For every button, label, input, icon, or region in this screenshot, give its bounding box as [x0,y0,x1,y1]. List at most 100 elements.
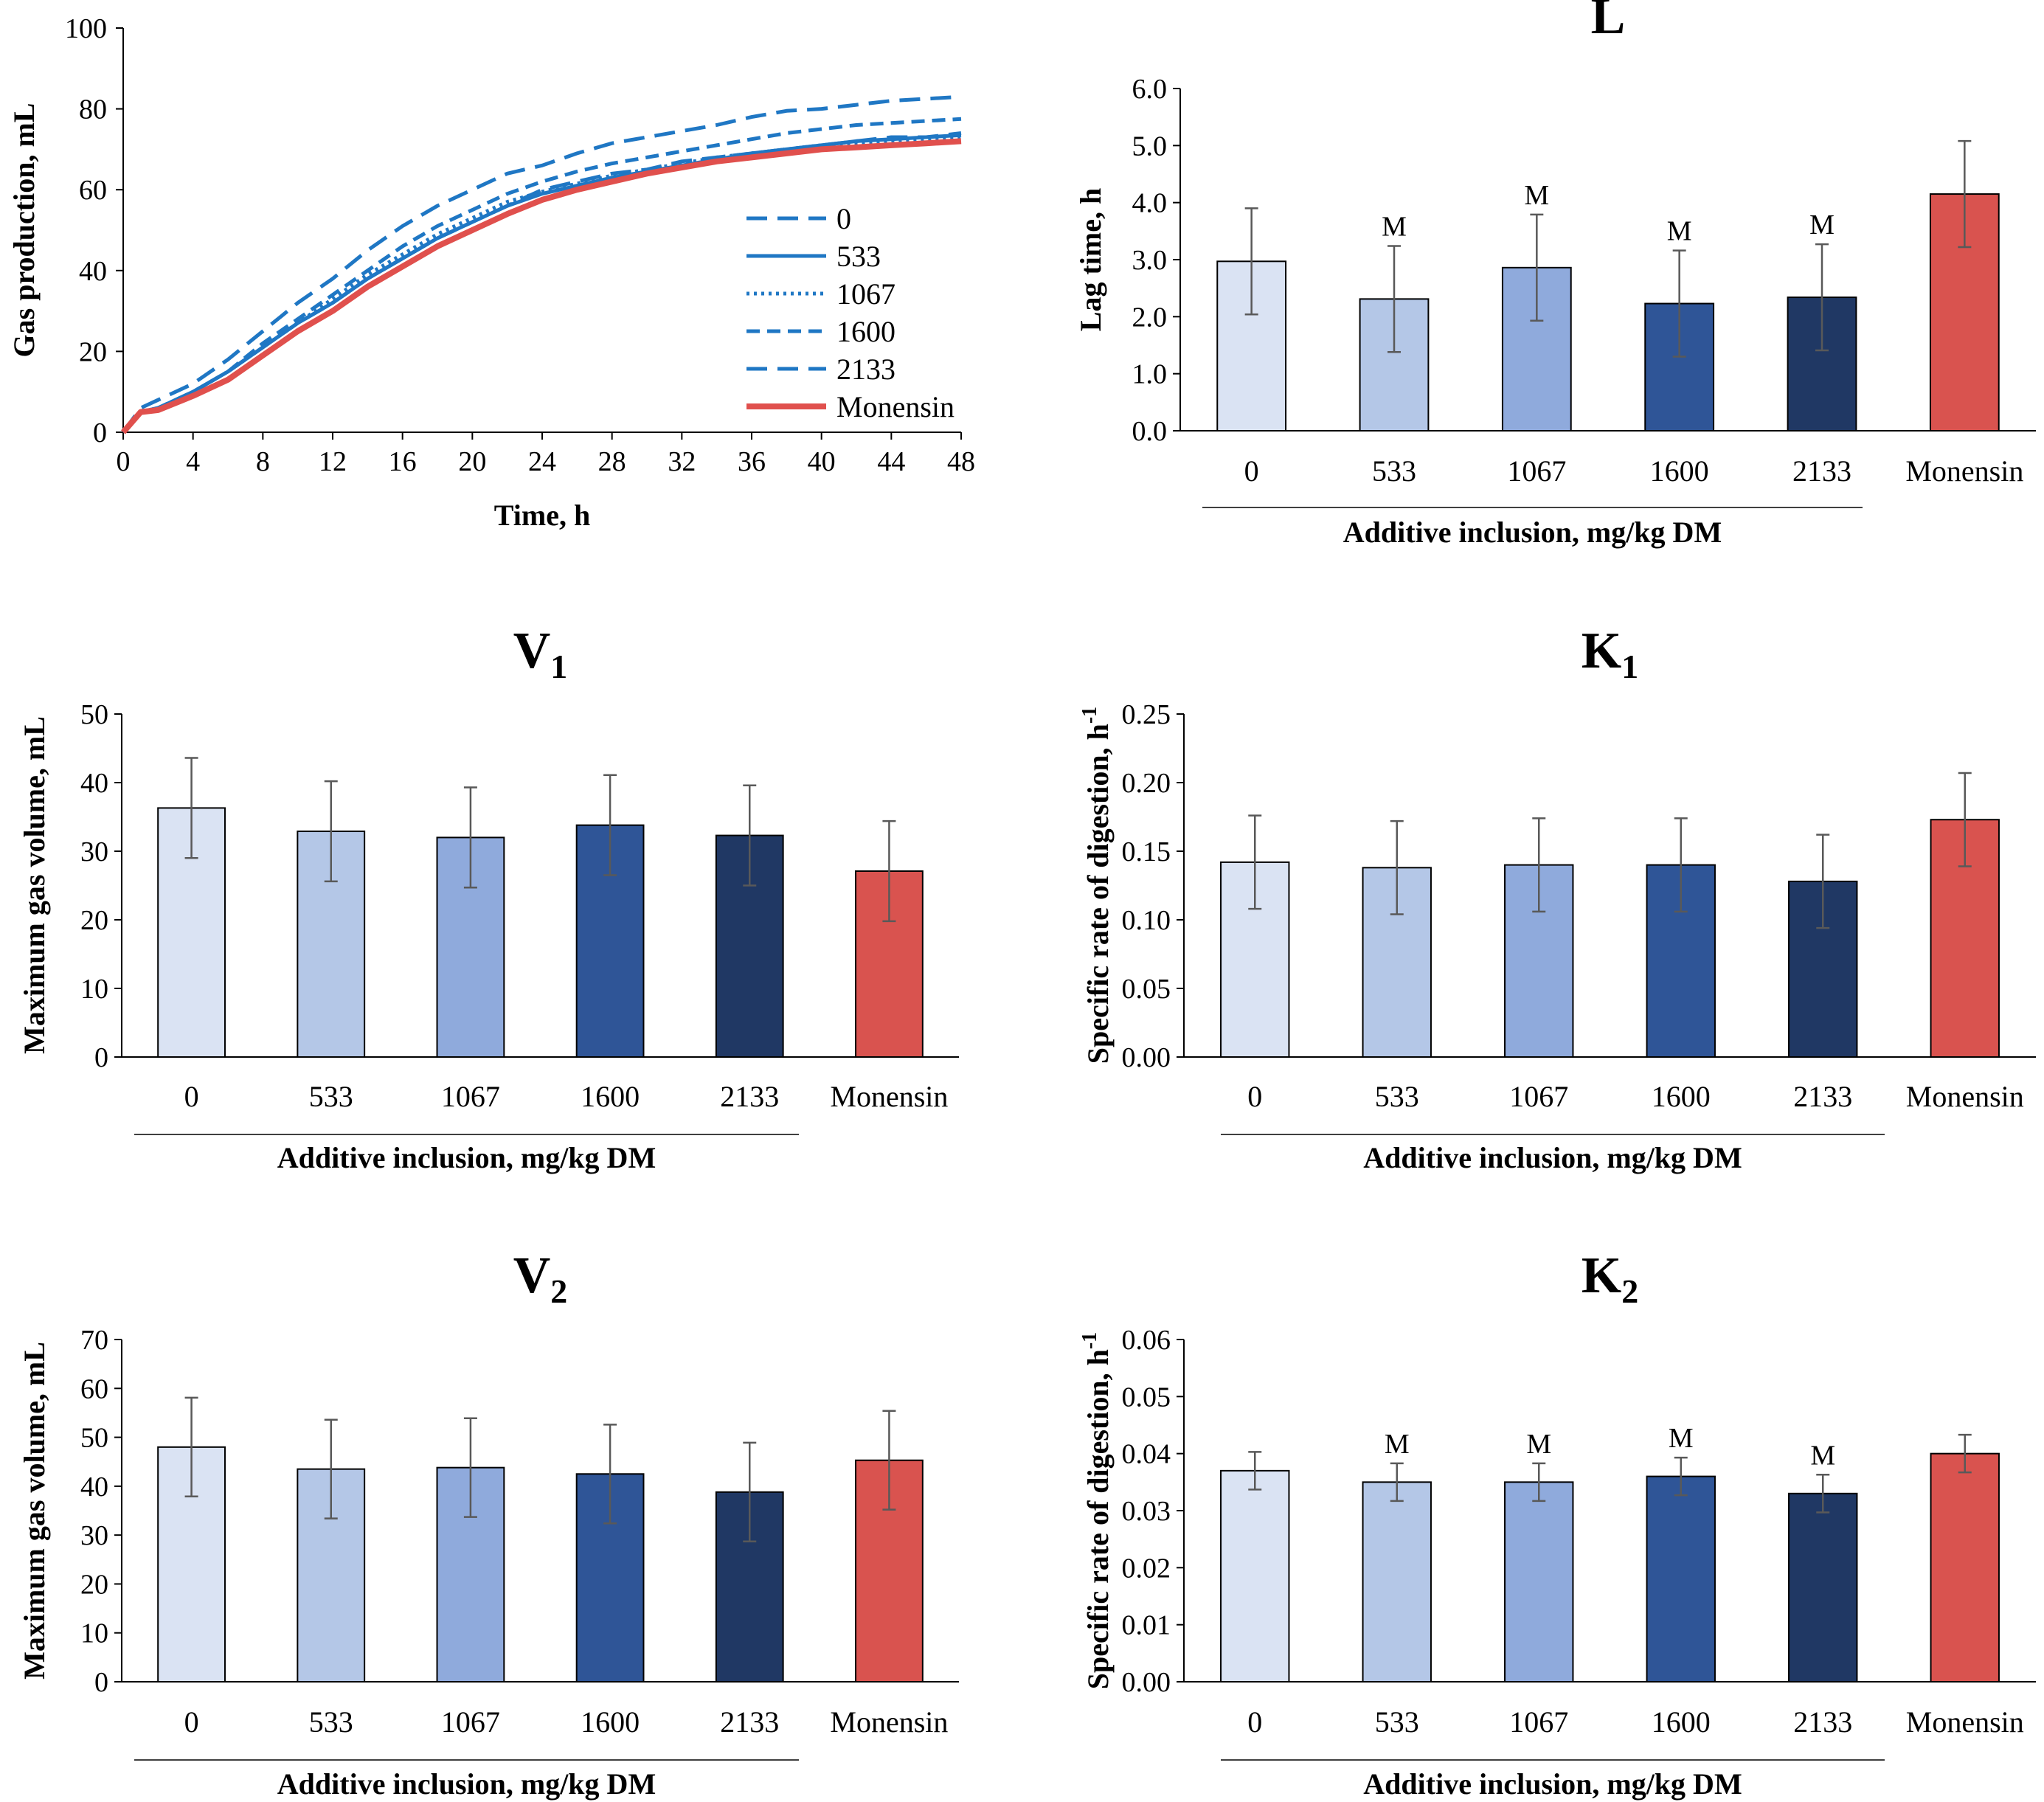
y-axis-title: Lag time, h [1074,188,1107,331]
panel-title: K2 [1581,1247,1638,1310]
bar-2133 [1788,1492,1858,1683]
significance-label: M [1669,1423,1694,1454]
y-tick-label: 5.0 [1132,131,1168,162]
y-tick-label: 80 [79,94,107,125]
x-tick-label: 44 [877,446,905,477]
x-tick-label: 28 [598,446,626,477]
y-axis-title-main: Specific rate of digestion, h [1081,724,1115,1064]
y-axis-title-superscript: -1 [1078,1332,1101,1349]
x-axis-title: Additive inclusion, mg/kg DM [277,1141,656,1174]
x-tick-label: 24 [528,446,556,477]
significance-label: M [1385,1429,1410,1460]
y-axis-title: Maximum gas volume, mL [18,716,51,1054]
y-tick-label: 50 [80,1423,108,1454]
y-tick-label: 0.15 [1122,836,1171,867]
series-line-2133 [121,94,962,434]
series-line-0 [122,131,962,434]
x-category-label: Monensin [830,1705,948,1739]
significance-label: M [1382,211,1407,242]
y-tick-label: 100 [65,13,107,44]
y-axis-title-main: Lag time, h [1074,188,1107,331]
x-axis-title: Additive inclusion, mg/kg DM [1343,516,1722,549]
panel-title: V1 [513,623,568,685]
x-tick-label: 40 [808,446,836,477]
x-category-label: Monensin [830,1080,948,1113]
panel-title-main: V [513,1247,551,1304]
y-tick-label: 2.0 [1132,302,1168,333]
panel-title: L [1591,0,1626,45]
y-tick-label: 30 [80,836,108,867]
y-tick-label: 20 [80,1569,108,1600]
y-tick-label: 0.00 [1122,1042,1171,1073]
y-tick-label: 0.06 [1122,1325,1171,1356]
x-axis-title: Additive inclusion, mg/kg DM [277,1767,656,1801]
series-line-1067 [122,135,962,434]
y-tick-label: 20 [80,905,108,936]
bar-chart-L: L 0.0 1.0 2.0 3.0 4.0 5.0 6.0 0 M 533 M 1067 M 1600 M 21… [1074,0,2036,549]
bar-chart-K2: K2 0.00 0.01 0.02 0.03 0.04 0.05 0.06 0 M 533 M 1067… [1078,1247,2036,1801]
x-category-label: 533 [309,1705,353,1739]
x-tick-label: 16 [389,446,417,477]
x-category-label: 533 [1372,454,1416,488]
x-category-label: Monensin [1905,454,2023,488]
x-category-label: 2133 [1793,1080,1852,1113]
series-line-533 [122,133,962,434]
legend-label: 533 [836,240,881,273]
x-tick-label: 32 [668,446,696,477]
y-tick-label: 0.00 [1122,1667,1171,1698]
bar-0 [1220,1469,1290,1683]
significance-label: M [1810,1440,1835,1471]
x-category-label: 0 [184,1080,199,1113]
y-tick-label: 30 [80,1520,108,1551]
legend-label: 0 [836,202,851,235]
x-category-label: 2133 [720,1705,779,1739]
x-category-label: 1600 [1650,454,1709,488]
y-tick-label: 10 [80,974,108,1005]
y-tick-label: 60 [80,1373,108,1404]
y-tick-label: 0.10 [1122,905,1171,936]
y-tick-label: 40 [79,256,107,287]
x-axis-title: Additive inclusion, mg/kg DM [1363,1141,1742,1174]
y-axis-title: Specific rate of digestion, h-1 [1078,1332,1115,1689]
panel-title-main: V [513,623,551,679]
panel-title-subscript: 2 [550,1272,567,1310]
y-tick-label: 50 [80,699,108,730]
y-tick-label: 0.01 [1122,1610,1171,1641]
series-line-1600 [122,117,962,434]
y-tick-label: 0.04 [1122,1439,1171,1470]
x-tick-label: 4 [186,446,200,477]
y-axis-title-main: Specific rate of digestion, h [1081,1349,1115,1689]
x-category-label: 1067 [1507,454,1566,488]
y-tick-label: 40 [80,1472,108,1503]
y-tick-label: 3.0 [1132,245,1168,276]
x-category-label: 2133 [1793,1705,1852,1739]
x-category-label: 0 [1247,1705,1262,1739]
x-tick-label: 8 [256,446,270,477]
panel-title-subscript: 1 [1621,648,1638,685]
y-tick-label: 0.25 [1122,699,1171,730]
y-tick-label: 0.0 [1132,416,1168,447]
x-category-label: 1600 [1652,1705,1711,1739]
legend-label: 1600 [836,315,895,348]
y-tick-label: 1.0 [1132,359,1168,390]
y-tick-label: 0 [93,417,107,448]
significance-label: M [1526,1429,1551,1460]
legend-label: 1067 [836,277,895,311]
x-category-label: 2133 [720,1080,779,1113]
panel-title: V2 [513,1247,568,1310]
x-axis-title: Time, h [494,499,590,532]
bar-1067 [1504,1481,1574,1683]
panel-title-subscript: 2 [1621,1272,1638,1310]
y-tick-label: 0.05 [1122,974,1171,1005]
x-category-label: Monensin [1906,1080,2024,1113]
x-category-label: 533 [309,1080,353,1113]
series-line-Monensin [120,138,962,434]
y-tick-label: 6.0 [1132,74,1168,105]
x-category-label: 1067 [1509,1080,1568,1113]
significance-label: M [1809,209,1835,240]
x-tick-label: 20 [458,446,486,477]
